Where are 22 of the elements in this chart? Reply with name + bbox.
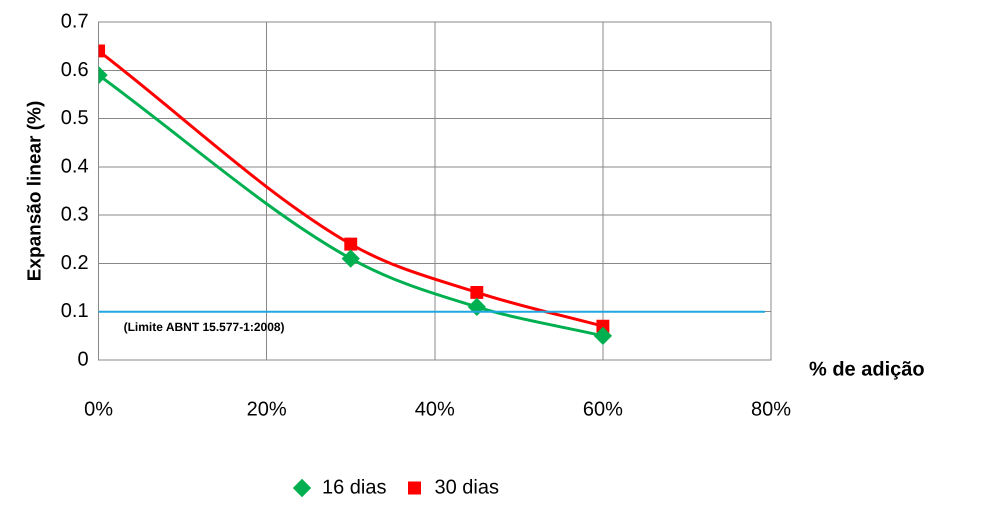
x-tick-label: 60%: [582, 398, 624, 421]
x-tick-label: 80%: [750, 398, 792, 421]
y-tick-label: 0.5: [60, 107, 89, 130]
point: [344, 238, 358, 251]
legend-label: 30 dias: [434, 476, 499, 499]
x-tick-label: 40%: [414, 398, 456, 421]
y-tick-label: 0.4: [60, 155, 89, 178]
x-axis-title: % de adição: [809, 358, 925, 381]
annotation: (Limite ABNT 15.577-1:2008): [124, 320, 285, 334]
y-tick-label: 0.2: [60, 252, 89, 274]
x-tick-label: 20%: [246, 398, 287, 421]
point: [342, 250, 360, 268]
y-tick-label: 0.7: [60, 10, 89, 33]
x-tick-label: 0%: [84, 398, 114, 421]
point: [470, 286, 484, 299]
legend-label: 16 dias: [322, 476, 387, 499]
y-tick-label: 0: [77, 348, 89, 371]
y-tick-label: 0.6: [60, 58, 89, 81]
y-axis-title: Expansão linear (%): [24, 100, 46, 282]
y-tick-label: 0.1: [60, 300, 89, 322]
point: [594, 327, 612, 344]
y-tick-label: 0.3: [60, 204, 89, 226]
